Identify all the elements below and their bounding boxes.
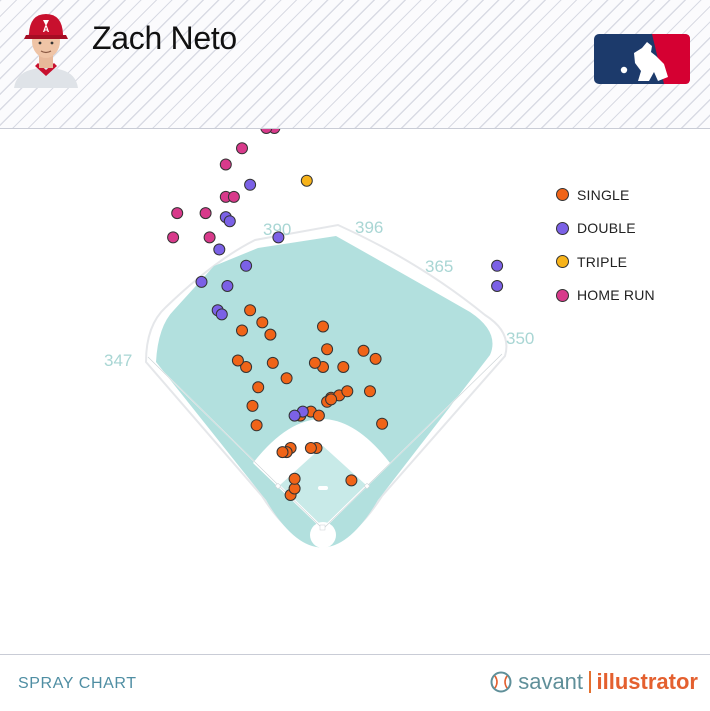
point-single xyxy=(376,417,389,430)
legend-label-double: DOUBLE xyxy=(577,220,636,237)
point-home-run xyxy=(219,158,232,171)
point-double xyxy=(213,243,226,256)
point-home-run xyxy=(236,142,248,155)
player-name: Zach Neto xyxy=(92,20,237,56)
brand-separator xyxy=(589,671,591,693)
baseball-icon xyxy=(490,671,512,693)
point-home-run xyxy=(260,129,273,134)
home-plate xyxy=(319,524,326,531)
footer-title: SPRAY CHART xyxy=(18,675,137,692)
point-single xyxy=(345,474,358,487)
point-single xyxy=(325,393,338,406)
point-double xyxy=(195,275,208,288)
point-double xyxy=(491,280,504,292)
pitchers-mound xyxy=(318,486,328,490)
point-single xyxy=(304,442,317,454)
point-home-run xyxy=(171,207,184,220)
point-single xyxy=(236,324,248,337)
svg-text:A: A xyxy=(43,24,50,34)
legend-swatch-single xyxy=(556,188,569,202)
point-single xyxy=(252,381,265,394)
point-single xyxy=(364,385,376,398)
ballpark-field xyxy=(144,223,508,548)
point-double xyxy=(240,259,253,272)
spray-chart: 347 390 396 365 350 xyxy=(104,129,534,548)
point-single xyxy=(337,361,350,373)
fence-distance-center: 396 xyxy=(355,218,383,237)
fence-distances: 347 390 396 365 350 xyxy=(104,218,534,370)
point-double xyxy=(244,178,257,191)
legend-swatch-double xyxy=(556,221,569,235)
home-plate-circle xyxy=(310,522,336,548)
footer: SPRAY CHART savant illustrator xyxy=(0,654,710,711)
brand-savant: savant xyxy=(518,669,584,694)
fence-distance-right-field: 350 xyxy=(506,329,534,348)
point-single xyxy=(231,354,244,367)
point-double xyxy=(491,259,504,272)
point-single xyxy=(321,343,334,356)
legend-item-home-run: HOME RUN xyxy=(556,279,655,313)
player-headshot: A xyxy=(14,14,78,88)
point-double xyxy=(221,280,234,292)
outfield-grass xyxy=(156,236,493,548)
point-single xyxy=(240,361,253,373)
point-single xyxy=(341,385,354,398)
fence-distance-left-field: 347 xyxy=(104,351,132,370)
point-single xyxy=(266,356,279,369)
point-triple xyxy=(300,174,313,187)
point-single xyxy=(357,344,370,357)
mlb-logo xyxy=(594,34,690,84)
header-banner: A Zach Neto xyxy=(0,0,710,129)
legend-item-double: DOUBLE xyxy=(556,212,655,246)
point-single xyxy=(264,328,277,341)
point-home-run xyxy=(199,207,212,220)
point-double xyxy=(272,231,285,244)
point-home-run xyxy=(227,190,240,203)
legend-item-single: SINGLE xyxy=(556,178,655,212)
point-single xyxy=(246,399,259,412)
point-home-run xyxy=(167,231,180,244)
point-single xyxy=(256,316,269,329)
savant-illustrator-brand: savant illustrator xyxy=(490,667,698,697)
third-base xyxy=(274,482,282,490)
point-single xyxy=(312,409,325,422)
point-double xyxy=(288,409,301,422)
point-double xyxy=(223,215,236,228)
point-single xyxy=(276,446,289,459)
point-single xyxy=(280,372,293,385)
brand-illustrator: illustrator xyxy=(596,669,698,694)
legend-label-single: SINGLE xyxy=(577,186,630,203)
point-single xyxy=(244,304,257,317)
legend-swatch-triple xyxy=(556,255,569,269)
point-single xyxy=(317,320,329,333)
point-home-run xyxy=(203,231,216,244)
point-double xyxy=(215,308,228,321)
first-base xyxy=(363,482,371,490)
point-single xyxy=(250,419,263,432)
point-single xyxy=(308,356,321,369)
legend-label-home-run: HOME RUN xyxy=(577,287,655,304)
legend-label-triple: TRIPLE xyxy=(577,253,628,270)
chart-legend: SINGLE DOUBLE TRIPLE HOME RUN xyxy=(556,178,655,312)
point-single xyxy=(369,352,382,365)
fence-distance-left-center: 390 xyxy=(263,220,291,239)
batted-ball-points xyxy=(167,129,504,501)
point-single xyxy=(288,472,301,485)
legend-swatch-home-run xyxy=(556,288,569,302)
fence-distance-right-center: 365 xyxy=(425,257,453,276)
legend-item-triple: TRIPLE xyxy=(556,245,655,279)
